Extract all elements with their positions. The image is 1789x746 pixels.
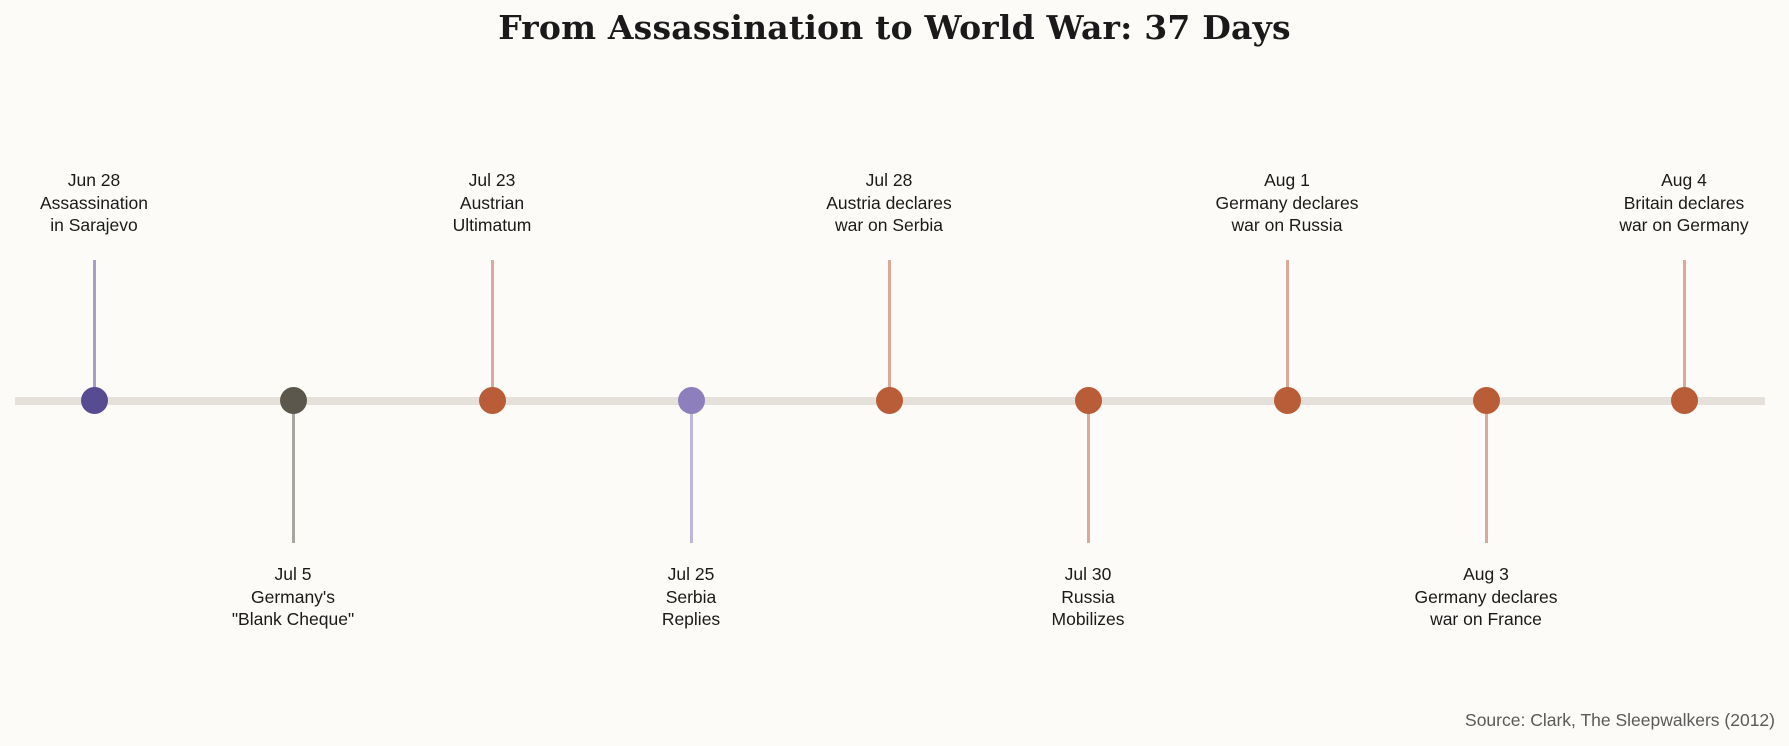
- event-date: Jun 28: [67, 170, 121, 190]
- event-description: "Blank Cheque": [231, 609, 355, 629]
- event-date: Jul 30: [1064, 564, 1112, 584]
- event-date: Aug 4: [1661, 170, 1707, 190]
- event-stem: [1484, 401, 1488, 543]
- event-description: Germany declares: [1215, 192, 1359, 213]
- event-date: Jul 5: [274, 564, 312, 584]
- event-stem: [887, 260, 891, 401]
- event-description: Austria declares: [826, 192, 952, 213]
- event-description: Assassination: [40, 192, 148, 213]
- event-stem: [92, 260, 96, 401]
- event-date: Jul 28: [865, 170, 913, 190]
- event-description: Mobilizes: [1051, 609, 1125, 629]
- event-description: war on Serbia: [835, 215, 943, 235]
- source-note: Source: Clark, The Sleepwalkers (2012): [1465, 710, 1775, 730]
- event-stem: [490, 260, 494, 401]
- event-description: Britain declares: [1623, 192, 1745, 213]
- event-marker-icon: [478, 387, 506, 414]
- event-label: Jul 5 Germany's "Blank Cheque": [173, 563, 413, 631]
- event-marker-icon: [279, 387, 307, 414]
- event-label: Aug 3 Germany declares war on France: [1366, 563, 1606, 631]
- event-stem: [1086, 401, 1090, 543]
- event-marker-icon: [875, 387, 903, 414]
- event-date: Aug 1: [1264, 170, 1310, 190]
- event-stem: [291, 401, 295, 543]
- event-date: Jul 25: [667, 564, 715, 584]
- event-description: war on Russia: [1231, 215, 1343, 235]
- event-label: Jul 25 Serbia Replies: [571, 563, 811, 631]
- event-description: war on Germany: [1619, 215, 1749, 235]
- event-stem: [1285, 260, 1289, 401]
- event-label: Aug 1 Germany declares war on Russia: [1167, 169, 1407, 237]
- event-stem: [1682, 260, 1686, 401]
- event-label: Jun 28 Assassination in Sarajevo: [0, 169, 214, 237]
- event-description: Serbia: [665, 586, 717, 607]
- event-date: Aug 3: [1463, 564, 1509, 584]
- event-description: Russia: [1061, 586, 1115, 607]
- event-marker-icon: [1670, 387, 1698, 414]
- event-label: Jul 28 Austria declares war on Serbia: [769, 169, 1009, 237]
- event-marker-icon: [1273, 387, 1301, 414]
- event-label: Aug 4 Britain declares war on Germany: [1564, 169, 1789, 237]
- event-marker-icon: [1074, 387, 1102, 414]
- event-label: Jul 23 Austrian Ultimatum: [372, 169, 612, 237]
- event-marker-icon: [1472, 387, 1500, 414]
- event-description: Germany declares: [1414, 586, 1558, 607]
- event-description: Germany's: [250, 586, 336, 607]
- event-description: Replies: [661, 609, 721, 629]
- chart-title: From Assassination to World War: 37 Days: [498, 8, 1291, 47]
- event-description: in Sarajevo: [50, 215, 138, 235]
- event-marker-icon: [677, 387, 705, 414]
- event-label: Jul 30 Russia Mobilizes: [968, 563, 1208, 631]
- event-description: Ultimatum: [452, 215, 532, 235]
- event-stem: [689, 401, 693, 543]
- event-marker-icon: [80, 387, 108, 414]
- event-description: Austrian: [459, 192, 525, 213]
- event-description: war on France: [1430, 609, 1542, 629]
- event-date: Jul 23: [468, 170, 516, 190]
